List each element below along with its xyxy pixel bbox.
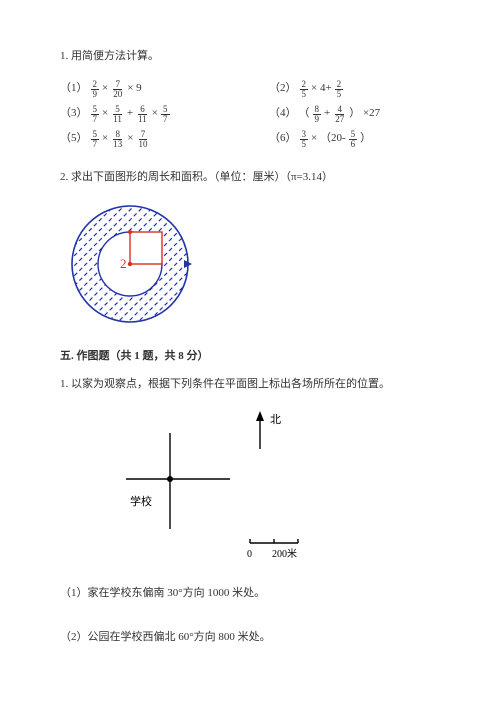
expr-6: （6）35 × （20- 56 ） xyxy=(269,130,440,149)
svg-text:学校: 学校 xyxy=(130,494,152,508)
expr-5: （5）57 × 813 × 710 xyxy=(60,130,269,149)
problem-1-grid: （1）29 × 720 × 9 （3）57 × 511 + 611 × 57 （… xyxy=(60,80,440,155)
problem-1-title: 1. 用简便方法计算。 xyxy=(60,48,440,66)
expr-4: （4） （ 89 + 427 ） ×27 xyxy=(269,105,440,124)
expr-2: （2）25 × 4+ 25 xyxy=(269,80,440,99)
section-5-head: 五. 作图题（共 1 题，共 8 分） xyxy=(60,348,440,366)
expr-3: （3）57 × 511 + 611 × 57 xyxy=(60,105,269,124)
svg-text:0: 0 xyxy=(247,549,252,560)
problem-2-title: 2. 求出下面图形的周长和面积。（单位：厘米）（π=3.14） xyxy=(60,169,440,187)
sub-question-2: （2）公园在学校西偏北 60°方向 800 米处。 xyxy=(60,629,440,647)
svg-text:2: 2 xyxy=(120,256,127,271)
circle-figure: 2 xyxy=(60,200,440,330)
plan-figure: 北学校 0 200米 xyxy=(100,409,440,569)
section-5-title: 1. 以家为观察点，根据下列条件在平面图上标出各场所所在的位置。 xyxy=(60,376,440,394)
svg-text:200米: 200米 xyxy=(272,547,297,560)
svg-text:北: 北 xyxy=(270,413,281,426)
sub-question-1: （1）家在学校东偏南 30°方向 1000 米处。 xyxy=(60,585,440,603)
expr-1: （1）29 × 720 × 9 xyxy=(60,80,269,99)
